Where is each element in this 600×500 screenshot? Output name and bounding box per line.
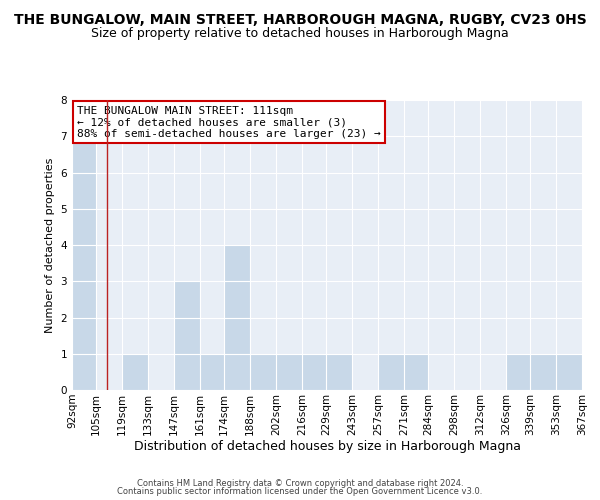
Bar [302, 354, 326, 390]
Bar [200, 354, 224, 390]
Text: THE BUNGALOW MAIN STREET: 111sqm
← 12% of detached houses are smaller (3)
88% of: THE BUNGALOW MAIN STREET: 111sqm ← 12% o… [77, 106, 381, 139]
Text: Size of property relative to detached houses in Harborough Magna: Size of property relative to detached ho… [91, 28, 509, 40]
Bar [556, 354, 582, 390]
Y-axis label: Number of detached properties: Number of detached properties [45, 158, 55, 332]
Bar [174, 281, 200, 390]
Text: Contains public sector information licensed under the Open Government Licence v3: Contains public sector information licen… [118, 487, 482, 496]
Bar [530, 354, 556, 390]
Bar [276, 354, 302, 390]
Bar [224, 245, 250, 390]
Bar [122, 354, 148, 390]
Bar [404, 354, 428, 390]
Bar [326, 354, 352, 390]
X-axis label: Distribution of detached houses by size in Harborough Magna: Distribution of detached houses by size … [133, 440, 521, 454]
Bar [250, 354, 276, 390]
Bar [506, 354, 530, 390]
Bar [378, 354, 404, 390]
Text: THE BUNGALOW, MAIN STREET, HARBOROUGH MAGNA, RUGBY, CV23 0HS: THE BUNGALOW, MAIN STREET, HARBOROUGH MA… [14, 12, 586, 26]
Text: Contains HM Land Registry data © Crown copyright and database right 2024.: Contains HM Land Registry data © Crown c… [137, 478, 463, 488]
Bar [72, 136, 96, 390]
